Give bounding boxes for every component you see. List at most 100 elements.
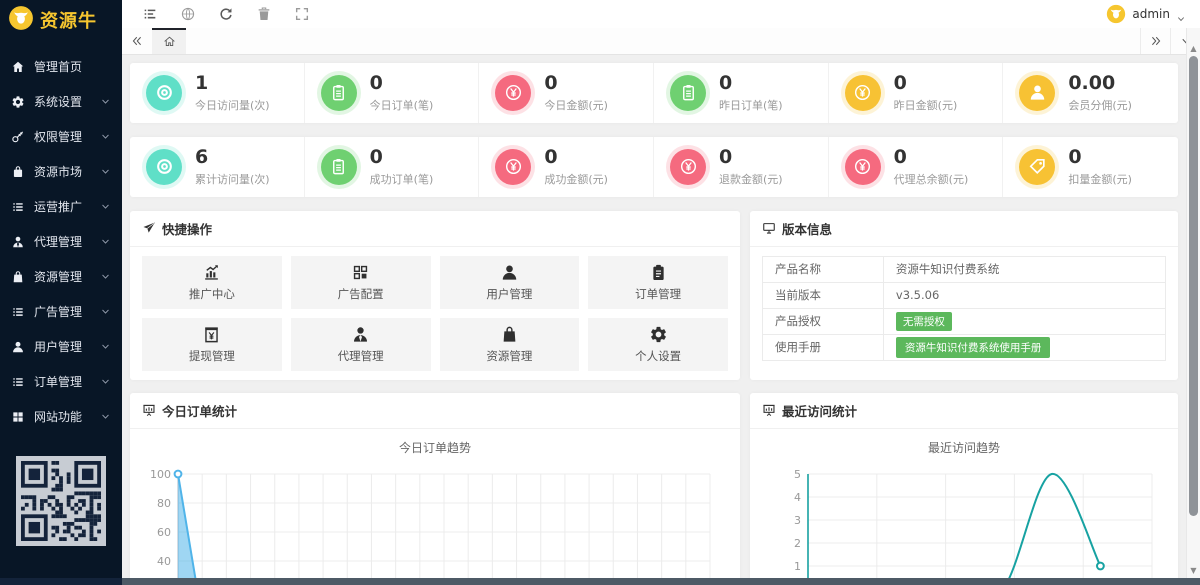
- tabs-scroll-right-icon[interactable]: [1140, 28, 1170, 54]
- svg-text:100: 100: [150, 468, 171, 481]
- sidebar-item[interactable]: 广告管理: [0, 294, 122, 329]
- scroll-up-arrow[interactable]: ▲: [1190, 43, 1197, 53]
- quick-op-label: 广告配置: [337, 286, 384, 301]
- version-row-label: 产品授权: [762, 307, 884, 335]
- quick-op-button[interactable]: 推广中心: [142, 255, 282, 309]
- quick-op-label: 订单管理: [635, 286, 682, 301]
- avatar: [1106, 4, 1126, 24]
- version-row: 使用手册 资源牛知识付费系统使用手册 资源牛知识付费系统使用手册 资源牛知识付费…: [762, 333, 1167, 361]
- user-menu[interactable]: admin: [1106, 4, 1186, 24]
- stat-label: 昨日金额(元): [893, 98, 958, 112]
- menu-toggle-icon[interactable]: [142, 6, 158, 22]
- trash-icon[interactable]: [256, 6, 272, 22]
- scroll-down-arrow[interactable]: ▼: [1190, 565, 1197, 575]
- version-row: 产品授权 无需授权 无需授权 无需授权: [762, 307, 1167, 335]
- stat-label: 今日访问量(次): [195, 98, 270, 112]
- quick-op-label: 提现管理: [188, 348, 235, 363]
- quick-op-button[interactable]: 资源管理: [439, 317, 580, 371]
- chevron-down-icon: [1176, 9, 1186, 22]
- main-area: admin 1 今日访问量(次): [122, 0, 1200, 578]
- sidebar-item[interactable]: 系统设置: [0, 84, 122, 119]
- sidebar-item[interactable]: 用户管理: [0, 329, 122, 364]
- stat-icon: [146, 148, 182, 185]
- quick-op-label: 资源管理: [486, 348, 533, 363]
- version-row-value: 无需授权 无需授权 无需授权: [882, 307, 1167, 335]
- stat-icon: [1019, 74, 1056, 111]
- stat-cell: 0 昨日金额(元): [829, 63, 1004, 123]
- chevron-down-icon: [100, 271, 111, 282]
- cow-logo-icon: [8, 5, 34, 35]
- version-row-value: 资源牛知识付费系统使用手册 资源牛知识付费系统使用手册 资源牛知识付费系统使用手…: [882, 333, 1167, 361]
- quick-op-button[interactable]: 代理管理: [290, 317, 431, 371]
- sidebar-item[interactable]: 资源管理: [0, 259, 122, 294]
- stat-label: 代理总余额(元): [893, 172, 969, 186]
- sidebar-item[interactable]: 资源市场: [0, 154, 122, 189]
- quick-op-button[interactable]: 广告配置: [290, 255, 431, 309]
- quick-op-icon: [202, 325, 221, 344]
- tab-bar: [122, 28, 1200, 55]
- stat-value: 0.00: [1068, 72, 1116, 94]
- chevron-down-icon: [100, 306, 111, 317]
- quick-op-label: 推广中心: [188, 286, 235, 301]
- sidebar-item[interactable]: 网站功能: [0, 399, 122, 434]
- stat-label: 今日订单(笔): [369, 98, 434, 112]
- orders-chart-header: 今日订单统计: [130, 393, 740, 429]
- sidebar-item[interactable]: 管理首页: [0, 49, 122, 84]
- quick-ops-panel: 快捷操作 推广中心 广告配置 用户管理: [130, 210, 740, 380]
- stat-icon: [495, 148, 532, 185]
- sidebar-item[interactable]: 代理管理: [0, 224, 122, 259]
- tab-home[interactable]: [152, 28, 186, 54]
- stat-label: 扣量金额(元): [1068, 172, 1132, 186]
- stat-label: 会员分佣(元): [1068, 98, 1132, 112]
- chevron-down-icon: [100, 201, 111, 212]
- fullscreen-icon[interactable]: [294, 6, 310, 22]
- sidebar-item[interactable]: 运营推广: [0, 189, 122, 224]
- stat-icon: [844, 74, 881, 111]
- quick-ops-header: 快捷操作: [130, 211, 740, 247]
- sidebar-item[interactable]: 订单管理: [0, 364, 122, 399]
- top-toolbar: admin: [122, 0, 1200, 28]
- tabs-scroll-left-icon[interactable]: [122, 28, 152, 54]
- orders-panel-title: 今日订单统计: [162, 403, 238, 419]
- version-row-label: 使用手册: [762, 333, 884, 361]
- quick-op-icon: [202, 263, 221, 282]
- version-row-label: 当前版本: [762, 281, 884, 309]
- stat-icon: [670, 148, 706, 185]
- sidebar-item-icon: [11, 60, 25, 74]
- brand-name: 资源牛: [40, 11, 97, 32]
- version-row-value: 资源牛知识付费系统 资源牛知识付费系统 资源牛知识付费系统: [882, 255, 1167, 283]
- globe-icon[interactable]: [180, 6, 196, 22]
- stat-cell: 0 今日订单(笔): [305, 63, 480, 123]
- sidebar-item-label: 广告管理: [34, 305, 83, 319]
- quick-op-button[interactable]: 用户管理: [439, 255, 580, 309]
- stat-icon: [844, 148, 881, 185]
- scrollbar-thumb[interactable]: [1189, 56, 1198, 516]
- stat-row-today: 1 今日访问量(次) 0 今日订单(笔) 0 今日金额(元): [130, 63, 1178, 123]
- sidebar-qr: [16, 456, 106, 546]
- sidebar-item-icon: [11, 235, 25, 249]
- window-bottom-edge: [0, 578, 1200, 585]
- version-row-value: v3.5.06 v3.5.06 v3.5.06: [882, 281, 1167, 309]
- quick-op-button[interactable]: 提现管理: [142, 317, 282, 371]
- visits-chart: 1 2 3 4 5: [750, 468, 1178, 578]
- tab-spacer: [186, 28, 1140, 54]
- orders-chart-panel: 今日订单统计 今日订单趋势 20406080100: [130, 392, 740, 578]
- stat-cell: 0 成功订单(笔): [305, 136, 480, 197]
- svg-text:40: 40: [157, 555, 171, 568]
- svg-text:80: 80: [157, 497, 171, 510]
- refresh-icon[interactable]: [218, 6, 234, 22]
- sidebar-item[interactable]: 权限管理: [0, 119, 122, 154]
- sidebar-item-icon: [11, 410, 25, 424]
- quick-op-icon: [649, 325, 668, 344]
- quick-op-button[interactable]: 个人设置: [588, 317, 728, 371]
- manual-link-button[interactable]: 资源牛知识付费系统使用手册: [895, 336, 1051, 358]
- qr-code: [16, 456, 106, 546]
- sidebar-item-icon: [11, 165, 25, 179]
- svg-text:1: 1: [794, 560, 801, 573]
- stat-cell: 0 退款金额(元): [654, 136, 829, 197]
- stat-label: 成功金额(元): [544, 172, 608, 186]
- quick-op-button[interactable]: 订单管理: [588, 255, 728, 309]
- sidebar-item-icon: [11, 200, 25, 214]
- stat-icon: [320, 74, 357, 111]
- visits-chart-header: 最近访问统计: [750, 393, 1178, 429]
